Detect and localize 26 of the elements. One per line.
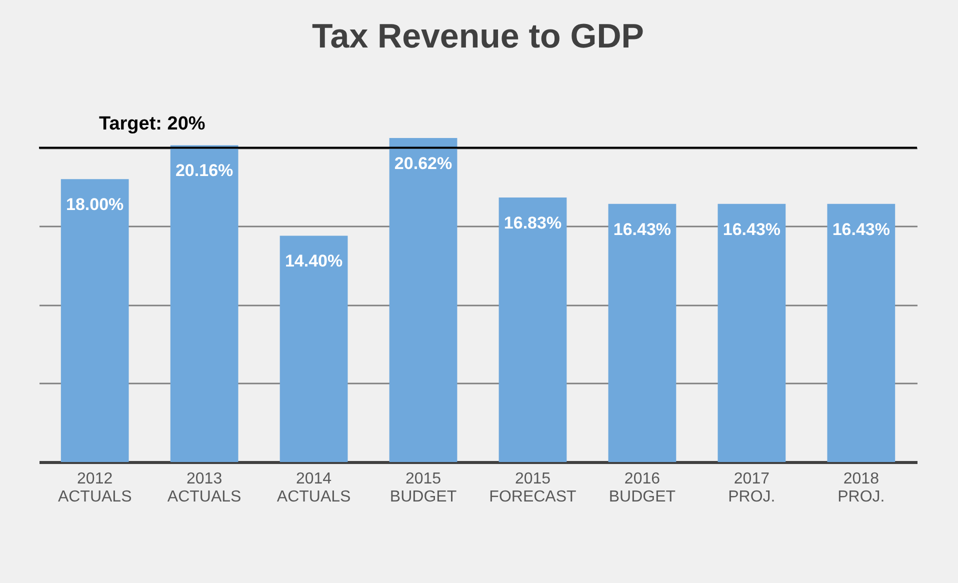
x-tick-label: 2013 ACTUALS [167, 470, 242, 506]
x-tick-label: 2014 ACTUALS [276, 470, 351, 506]
data-label: 16.43% [722, 220, 781, 239]
x-tick-label: 2016 BUDGET [608, 470, 676, 506]
data-label: 14.40% [284, 252, 343, 271]
x-tick-label: 2015 BUDGET [390, 470, 457, 506]
x-tick-label: 2017 PROJ. [728, 470, 776, 506]
bar [170, 145, 238, 462]
data-label: 20.16% [175, 161, 234, 180]
bar [60, 179, 129, 462]
chart-title: Tax Revenue to GDP [312, 18, 644, 56]
data-label: 16.43% [832, 220, 890, 239]
data-label: 16.43% [613, 220, 672, 239]
data-label: 16.83% [504, 214, 562, 233]
ref-line-label: Target: 20% [99, 114, 206, 135]
bar [389, 138, 458, 462]
x-tick-label: 2015 FORECAST [489, 470, 577, 506]
x-tick-label: 2012 ACTUALS [58, 470, 132, 506]
bar [498, 198, 567, 462]
bar [827, 204, 896, 462]
data-label: 20.62% [394, 154, 452, 173]
bar [280, 236, 348, 462]
bar [608, 204, 676, 462]
data-label: 18.00% [66, 195, 124, 214]
bar [718, 204, 786, 462]
x-tick-label: 2018 PROJ. [838, 470, 885, 506]
